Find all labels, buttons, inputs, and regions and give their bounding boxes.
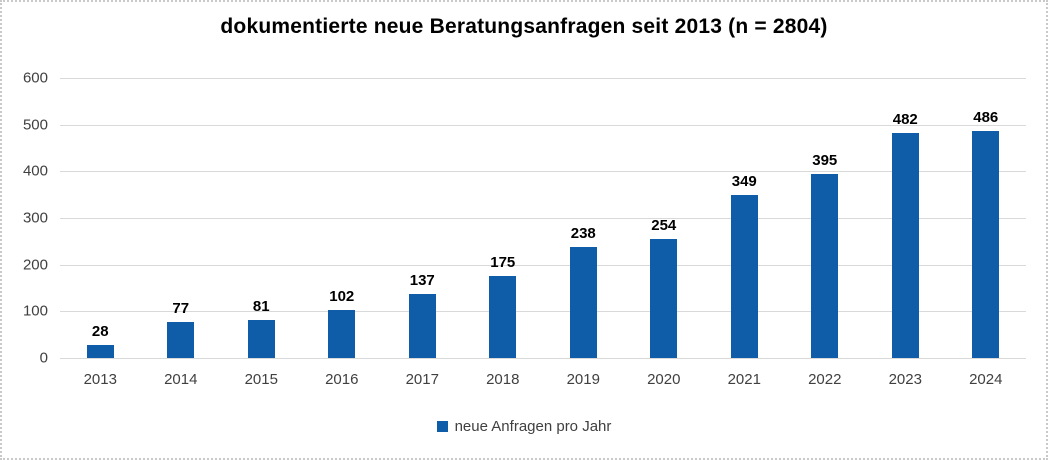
legend-series-label: neue Anfragen pro Jahr bbox=[454, 418, 612, 435]
bar-2016 bbox=[328, 310, 356, 358]
y-axis-tick-label: 0 bbox=[39, 349, 48, 367]
x-axis-label: 2017 bbox=[405, 371, 439, 388]
y-axis-tick-label: 200 bbox=[22, 256, 48, 274]
x-axis-label: 2023 bbox=[888, 371, 922, 388]
y-axis-tick-label: 400 bbox=[22, 162, 48, 180]
legend-color-swatch bbox=[436, 421, 448, 432]
bar-data-label: 486 bbox=[973, 109, 999, 127]
x-axis-label: 2019 bbox=[566, 371, 600, 388]
legend: neue Anfragen pro Jahr bbox=[2, 418, 1046, 435]
y-axis-tick-label: 600 bbox=[22, 69, 48, 87]
x-axis-label: 2020 bbox=[647, 371, 681, 388]
gridline bbox=[60, 311, 1026, 313]
bar-data-label: 482 bbox=[892, 111, 918, 129]
x-axis-label: 2013 bbox=[83, 371, 117, 388]
bar-2022 bbox=[811, 173, 839, 358]
bar-2021 bbox=[730, 195, 758, 358]
bar-2015 bbox=[247, 320, 275, 358]
bar-2014 bbox=[167, 322, 195, 358]
y-axis-tick-label: 500 bbox=[22, 116, 48, 134]
bar-2019 bbox=[569, 246, 597, 358]
x-axis-label: 2015 bbox=[244, 371, 278, 388]
gridline bbox=[60, 218, 1026, 219]
plot-area: 28 77 81 102 137 175 238 254 349 395 482 486 bbox=[60, 78, 1026, 359]
bar-data-label: 254 bbox=[651, 217, 677, 235]
bar-2023 bbox=[891, 133, 919, 358]
x-axis-label: 2021 bbox=[727, 371, 761, 388]
gridline bbox=[60, 124, 1026, 126]
bar-data-label: 349 bbox=[731, 173, 757, 191]
gridline bbox=[60, 264, 1026, 266]
bar-data-label: 175 bbox=[490, 254, 516, 272]
bar-data-label: 238 bbox=[570, 224, 596, 242]
y-axis-tick-label: 300 bbox=[22, 209, 48, 227]
bar-data-label: 28 bbox=[91, 322, 109, 340]
y-axis-tick-labels: 0 100 200 300 400 500 600 bbox=[2, 71, 48, 366]
x-axis-label: 2022 bbox=[808, 371, 842, 388]
y-axis-tick-label: 100 bbox=[22, 302, 48, 320]
x-axis-label: 2014 bbox=[164, 371, 198, 388]
gridline bbox=[60, 171, 1026, 173]
bar-2013 bbox=[86, 344, 114, 358]
bar-data-label: 395 bbox=[812, 151, 838, 169]
bar-2024 bbox=[972, 131, 1000, 358]
bar-data-label: 81 bbox=[252, 298, 270, 316]
chart-title: dokumentierte neue Beratungsanfragen sei… bbox=[220, 15, 828, 38]
bar-data-label: 77 bbox=[172, 300, 190, 318]
x-axis-label: 2016 bbox=[325, 371, 359, 388]
gridline bbox=[60, 358, 1026, 359]
bar-2018 bbox=[489, 276, 517, 358]
bar-data-label: 102 bbox=[329, 288, 355, 306]
gridline bbox=[60, 78, 1026, 79]
bar-data-label: 137 bbox=[409, 272, 435, 290]
bar-2020 bbox=[650, 239, 678, 358]
x-axis-category-labels: 2013 2014 2015 2016 2017 2018 2019 2020 2021 2022… bbox=[60, 371, 1026, 391]
x-axis-label: 2018 bbox=[486, 371, 520, 388]
bar-2017 bbox=[408, 294, 436, 358]
x-axis-label: 2024 bbox=[969, 371, 1003, 388]
